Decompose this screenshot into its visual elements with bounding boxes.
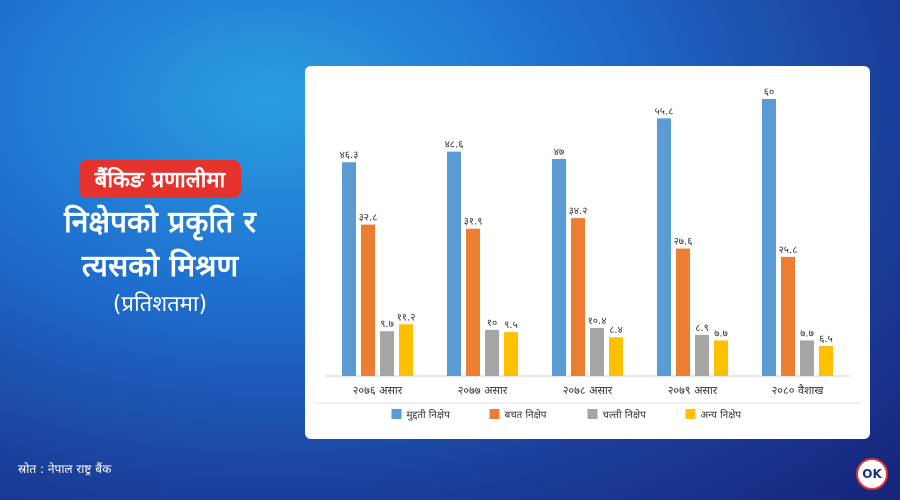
bar	[762, 99, 776, 376]
data-label: १०	[487, 318, 497, 329]
data-label: २७.६	[674, 237, 693, 248]
bar	[399, 324, 413, 376]
bar	[571, 218, 585, 376]
legend-swatch	[489, 409, 500, 419]
bar	[504, 332, 518, 376]
data-label: ९.५	[504, 320, 518, 331]
data-label: ४६.३	[340, 150, 359, 161]
category-tick-label: २०७८ असार	[563, 384, 613, 397]
category-tick-label: २०७९ असार	[668, 384, 718, 397]
bar	[657, 118, 671, 376]
bar	[361, 224, 375, 376]
data-label: ११.२	[397, 312, 416, 323]
headline-line-2: त्यसको मिश्रण	[81, 249, 239, 284]
data-label: ९.७	[380, 319, 394, 330]
headline-unit: (प्रतिशतमा)	[112, 292, 208, 317]
legend-label: अन्य निक्षेप	[701, 409, 742, 421]
data-label: ६.५	[819, 334, 833, 345]
bar	[447, 151, 461, 376]
bar	[781, 256, 795, 376]
bar	[695, 334, 709, 376]
bar	[714, 340, 728, 376]
data-label: ८.४	[609, 325, 623, 336]
legend-label: चल्ती निक्षेप	[603, 409, 647, 421]
legend-label: बचत निक्षेप	[505, 409, 547, 421]
bar	[380, 331, 394, 376]
bar-chart: ४६.३ ३२.८ ९.७११.२ २०७६ असार ४८.६ ३१.९ १० ९.५ २०७…	[315, 87, 860, 421]
data-label: ३४.२	[569, 206, 588, 217]
bar	[609, 337, 623, 376]
bar	[590, 327, 604, 376]
bar	[342, 162, 356, 376]
legend-label: मुद्दती निक्षेप	[407, 409, 451, 421]
data-label: ८.९	[695, 323, 709, 334]
legend-swatch	[685, 409, 696, 419]
bar	[800, 340, 814, 376]
data-label: ७.७	[714, 328, 728, 339]
bar	[485, 329, 499, 376]
source-note: स्रोत : नेपाल राष्ट्र बैंक	[18, 462, 112, 476]
bar	[819, 345, 833, 376]
bar	[552, 159, 566, 376]
brand-logo: OK	[856, 458, 888, 490]
category-tick-label: २०७७ असार	[458, 384, 508, 397]
category-tick-label: २०७६ असार	[353, 384, 403, 397]
data-label: ३२.८	[359, 213, 378, 224]
data-label: ३१.९	[464, 217, 483, 228]
legend-swatch	[587, 409, 598, 419]
headline: बैंकिङ प्रणालीमा निक्षेपको प्रकृति र त्य…	[40, 160, 280, 318]
bar	[676, 248, 690, 376]
chart-card: ४६.३ ३२.८ ९.७ ११.२ २०७६ असार ४८.६ ३१.९ १० ९.५ २०७…	[305, 66, 870, 439]
legend-swatch	[391, 409, 402, 419]
bar	[466, 228, 480, 376]
category-tick-label: २०८० वैशाख	[772, 384, 825, 397]
data-label: ७.७	[800, 328, 814, 339]
data-label: ४७	[554, 147, 564, 158]
data-label: ५५.८	[655, 106, 674, 117]
data-label: १०.४	[588, 316, 607, 327]
data-label: ४८.६	[445, 140, 464, 151]
headline-line-1: निक्षेपको प्रकृति र	[64, 205, 256, 240]
data-label: २५.८	[779, 245, 798, 256]
headline-badge: बैंकिङ प्रणालीमा	[78, 160, 242, 198]
data-label: ६०	[764, 87, 774, 98]
